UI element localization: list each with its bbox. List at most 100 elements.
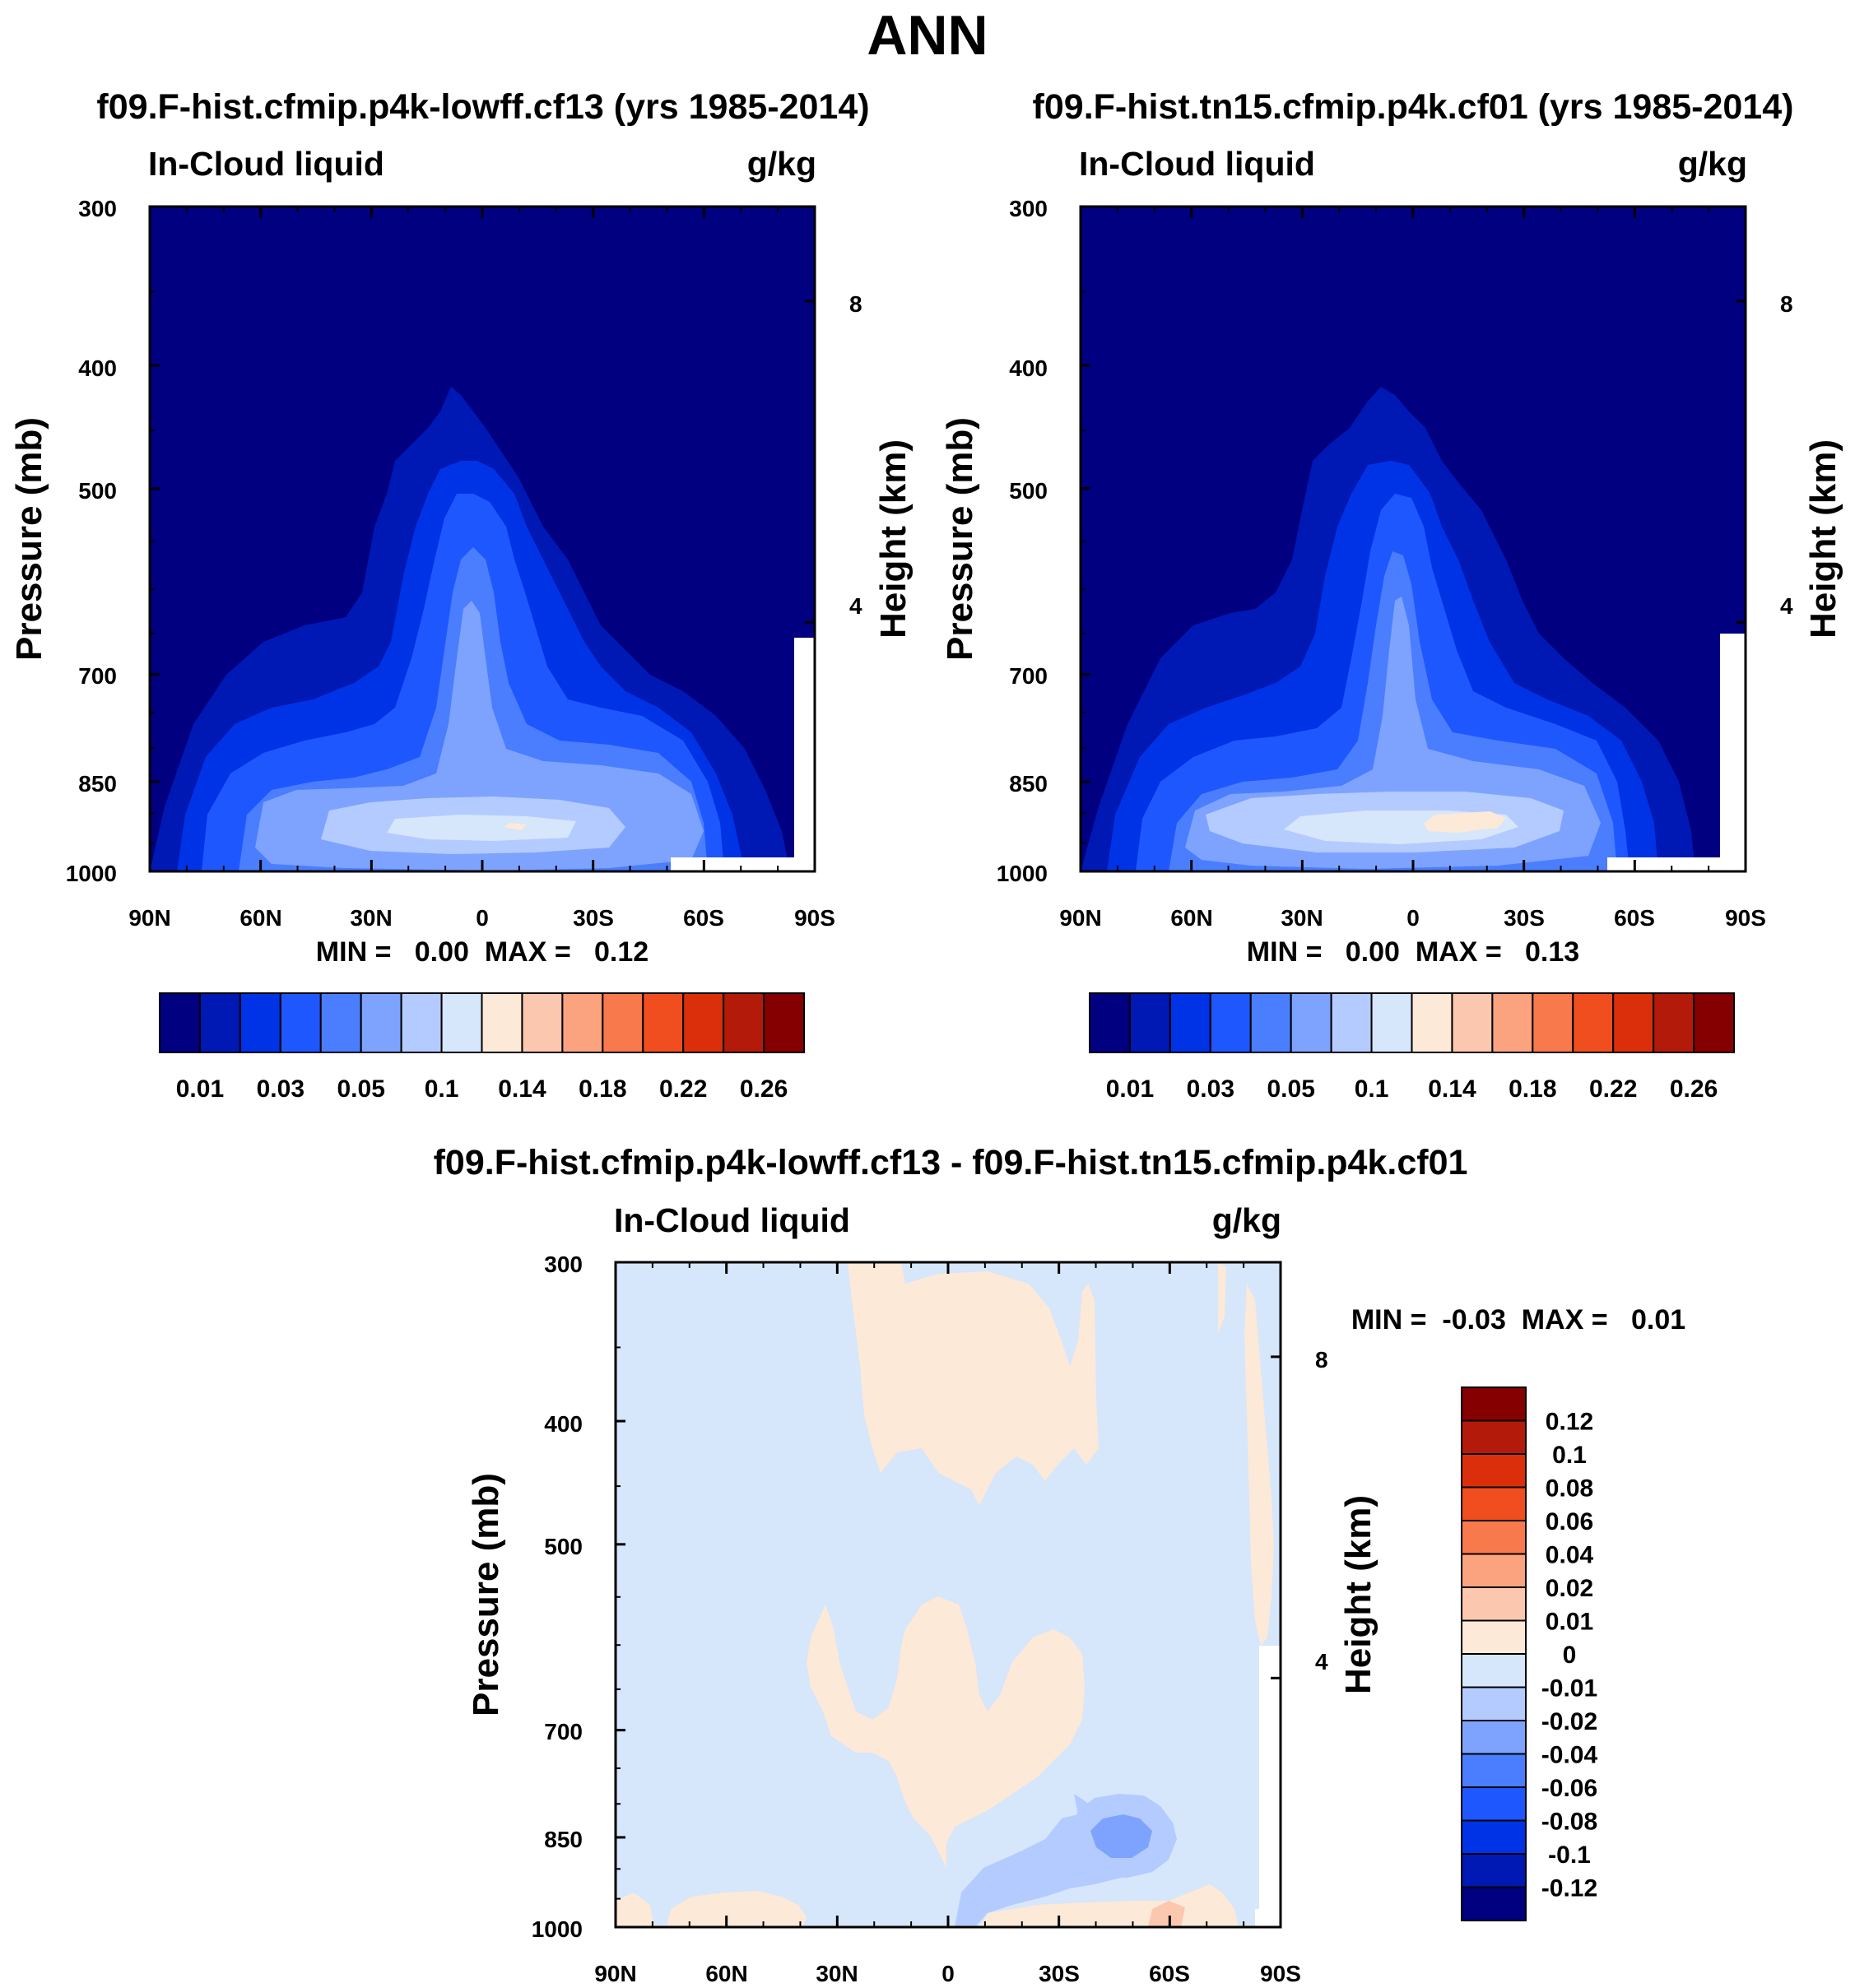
panel-a-y-tick-500: 500 [78, 478, 117, 504]
panel-b-x-tick-60s: 60S [1614, 905, 1655, 931]
panel-b-colorbar-box [1693, 992, 1735, 1053]
panel-b-y2-axis-label: Height (km) [1803, 439, 1843, 639]
panel-b-colorbar-label: 0.03 [1187, 1075, 1234, 1103]
panel-b-colorbar-label: 0.22 [1589, 1075, 1637, 1103]
panel-b-colorbar-box [1572, 992, 1615, 1053]
panel-a-colorbar-box [239, 992, 281, 1053]
panel-c-colorbar-box [1461, 1653, 1527, 1688]
panel-c-y-tick-400: 400 [544, 1411, 583, 1437]
panel-c-colorbar-box [1461, 1786, 1527, 1822]
panel-c-colorbar-label: 0.06 [1546, 1508, 1593, 1535]
panel-c-y-tick-500: 500 [544, 1534, 583, 1559]
panel-a-colorbar-box [400, 992, 443, 1053]
panel-c-colorbar-box [1461, 1753, 1527, 1788]
panel-c-colorbar-label: 0.02 [1546, 1575, 1593, 1602]
panel-a-variable-label: In-Cloud liquid [148, 145, 384, 183]
panel-a-y-tick-300: 300 [78, 196, 117, 221]
panel-a-colorbar-label: 0.18 [579, 1075, 626, 1103]
panel-b-x-tick-90s: 90S [1725, 905, 1766, 931]
panel-c-colorbar-label: 0.1 [1552, 1442, 1587, 1469]
panel-a-y-axis-label: Pressure (mb) [9, 417, 49, 661]
panel-c: f09.F-hist.cfmip.p4k-lowff.cf13 - f09.F-… [434, 1143, 1686, 1986]
panel-c-colorbar-label: -0.01 [1541, 1675, 1597, 1702]
panel-c-colorbar-box [1461, 1619, 1527, 1655]
panel-a-colorbar-box [561, 992, 604, 1053]
panel-c-colorbar-box [1461, 1686, 1527, 1721]
panel-c-colorbar-box [1461, 1419, 1527, 1455]
panel-a-title: f09.F-hist.cfmip.p4k-lowff.cf13 (yrs 198… [96, 87, 869, 127]
panel-a-colorbar-box [481, 992, 523, 1053]
panel-c-colorbar-box [1461, 1853, 1527, 1888]
panel-c-x-tick-30n: 30N [816, 1961, 858, 1986]
panel-a-y2-tick-4: 4 [849, 593, 862, 619]
panel-a-colorbar-box [521, 992, 564, 1053]
panel-b-title: f09.F-hist.tn15.cfmip.p4k.cf01 (yrs 1985… [1033, 87, 1794, 127]
panel-b-colorbar-box [1532, 992, 1574, 1053]
panel-c-contour-field [616, 1262, 1281, 1927]
panel-a-colorbar-box [319, 992, 362, 1053]
panel-a-colorbar-box [279, 992, 322, 1053]
panel-c-colorbar-label: 0.12 [1546, 1409, 1593, 1436]
panel-c-y-tick-1000: 1000 [532, 1916, 583, 1942]
panel-a-y-tick-850: 850 [78, 771, 117, 797]
panel-c-y2-axis-label: Height (km) [1338, 1495, 1378, 1694]
panel-a-colorbar-label: 0.26 [740, 1075, 788, 1103]
panel-c-colorbar-box [1461, 1486, 1527, 1521]
panel-b-colorbar-box [1411, 992, 1453, 1053]
panel-c-colorbar-box [1461, 1586, 1527, 1622]
panel-b-colorbar-box [1653, 992, 1695, 1053]
panel-a-colorbar: 0.01 0.03 0.05 0.1 0.14 0.18 0.22 0.26 [159, 992, 805, 1103]
panel-a-x-tick-60s: 60S [683, 905, 724, 931]
panel-c-colorbar-label: -0.06 [1541, 1775, 1597, 1802]
panel-c-y-tick-300: 300 [544, 1252, 583, 1277]
panel-b-colorbar-label: 0.26 [1670, 1075, 1718, 1103]
panel-b-colorbar-box [1249, 992, 1292, 1053]
panel-b-y2-tick-4: 4 [1780, 593, 1793, 619]
panel-c-colorbar-box [1461, 1386, 1527, 1422]
panel-a-x-tick-30n: 30N [350, 905, 392, 931]
panel-b-colorbar-box [1128, 992, 1171, 1053]
panel-a-units-label: g/kg [747, 145, 816, 183]
panel-a-ticks [148, 205, 816, 873]
panel-a-colorbar-box [642, 992, 685, 1053]
panel-b-colorbar-box [1612, 992, 1655, 1053]
panel-a-colorbar-label: 0.1 [425, 1075, 459, 1103]
panel-a-y2-axis-label: Height (km) [873, 439, 914, 639]
panel-a-colorbar-label: 0.01 [176, 1075, 224, 1103]
panel-c-x-tick-90n: 90N [594, 1961, 636, 1986]
panel-a-colorbar-label: 0.03 [257, 1075, 305, 1103]
panel-b-colorbar-label: 0.14 [1428, 1075, 1476, 1103]
panel-b-x-tick-90n: 90N [1059, 905, 1101, 931]
panel-b-x-tick-30s: 30S [1504, 905, 1545, 931]
panel-b-x-tick-60n: 60N [1170, 905, 1212, 931]
panel-a-colorbar-label: 0.05 [337, 1075, 384, 1103]
panel-c-colorbar-box [1461, 1553, 1527, 1588]
panel-b-colorbar: 0.01 0.03 0.05 0.1 0.14 0.18 0.22 0.26 [1089, 992, 1735, 1103]
panel-a: f09.F-hist.cfmip.p4k-lowff.cf13 (yrs 198… [9, 87, 914, 1103]
panel-b-units-label: g/kg [1678, 145, 1747, 183]
panel-c-y-axis-label: Pressure (mb) [466, 1473, 506, 1716]
panel-b-y-tick-850: 850 [1009, 771, 1048, 797]
panel-b-colorbar-box [1330, 992, 1373, 1053]
panel-b-colorbar-box [1370, 992, 1413, 1053]
panel-b-y-tick-300: 300 [1009, 196, 1048, 221]
panel-b-x-tick-30n: 30N [1281, 905, 1323, 931]
panel-c-min-max: MIN = -0.03 MAX = 0.01 [1351, 1304, 1685, 1335]
panel-b: f09.F-hist.tn15.cfmip.p4k.cf01 (yrs 1985… [940, 87, 1843, 1103]
panel-c-y2-tick-4: 4 [1315, 1649, 1328, 1674]
panel-b-colorbar-label: 0.18 [1509, 1075, 1556, 1103]
panel-c-x-tick-60n: 60N [705, 1961, 747, 1986]
panel-c-colorbar-box [1461, 1453, 1527, 1489]
panel-a-colorbar-box [602, 992, 644, 1053]
panel-c-ticks [614, 1261, 1282, 1929]
panel-a-x-tick-90n: 90N [128, 905, 170, 931]
panel-b-y-tick-400: 400 [1009, 355, 1048, 381]
panel-c-y2-tick-8: 8 [1315, 1347, 1328, 1373]
panel-c-colorbar-box [1461, 1886, 1527, 1921]
panel-b-colorbar-box [1209, 992, 1252, 1053]
panel-b-colorbar-box [1491, 992, 1534, 1053]
panel-a-y-tick-400: 400 [78, 355, 117, 381]
panel-a-y-tick-1000: 1000 [66, 861, 117, 886]
panel-a-contour-field [150, 207, 815, 871]
